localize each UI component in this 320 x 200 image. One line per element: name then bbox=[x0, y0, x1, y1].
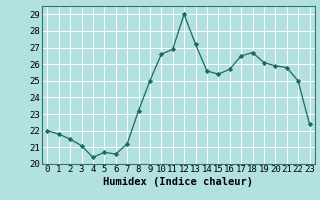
X-axis label: Humidex (Indice chaleur): Humidex (Indice chaleur) bbox=[103, 177, 253, 187]
